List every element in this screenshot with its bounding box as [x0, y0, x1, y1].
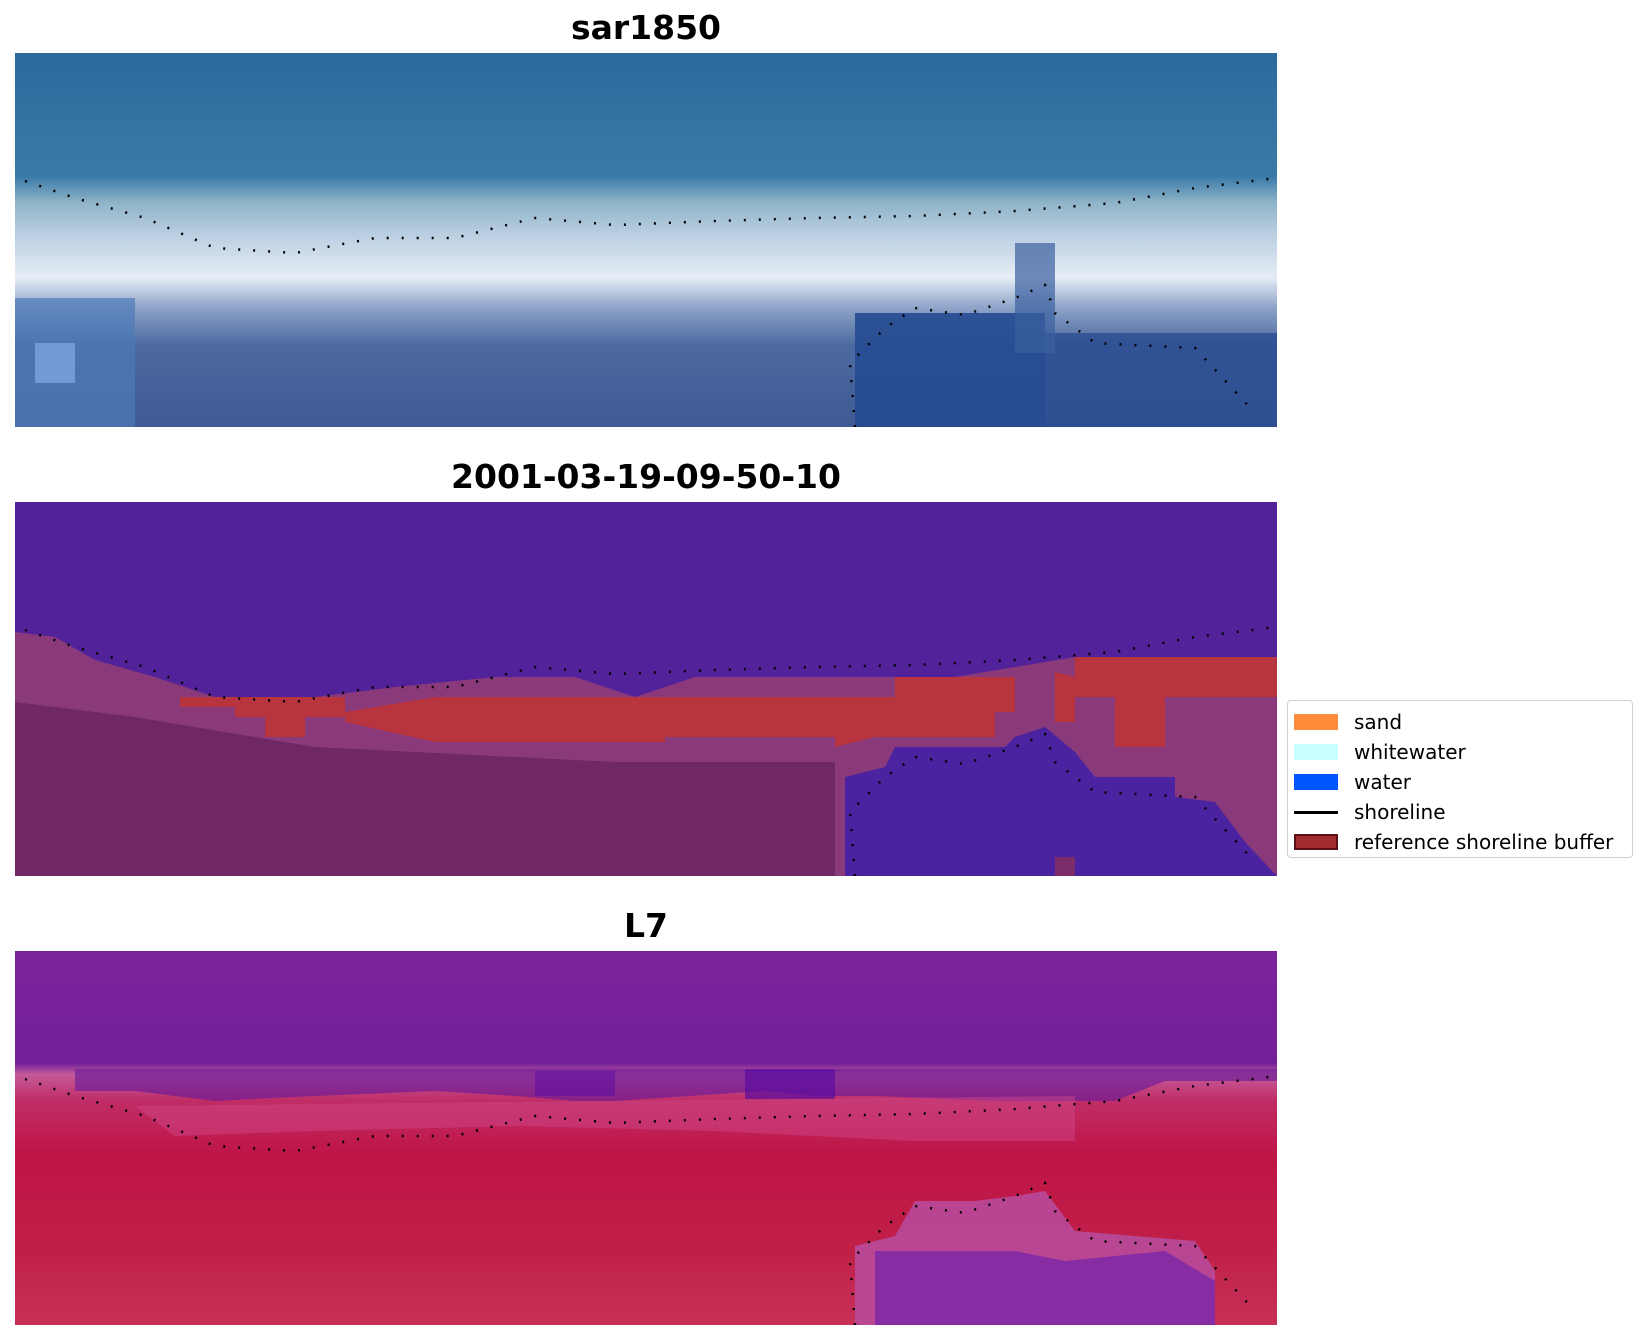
image-panel-sar1850 — [15, 53, 1277, 427]
false-color-image-canvas — [15, 951, 1277, 1325]
shoreline-line-swatch — [1294, 811, 1338, 814]
classified-image-canvas — [15, 502, 1277, 876]
image-panel-l7 — [15, 951, 1277, 1325]
legend: sand whitewater water shoreline referenc… — [1287, 700, 1633, 858]
water-swatch — [1294, 774, 1338, 790]
panel-title-sar1850: sar1850 — [570, 8, 722, 47]
legend-label-shoreline: shoreline — [1354, 800, 1446, 824]
panel-title-classified: 2001-03-19-09-50-10 — [451, 457, 841, 496]
legend-label-whitewater: whitewater — [1354, 740, 1466, 764]
legend-label-sand: sand — [1354, 710, 1403, 734]
sand-swatch — [1294, 714, 1338, 730]
legend-label-reference-buffer: reference shoreline buffer — [1354, 830, 1614, 854]
panel-title-l7: L7 — [624, 906, 668, 945]
reference-buffer-swatch — [1294, 834, 1338, 850]
rgb-image-canvas — [15, 53, 1277, 427]
legend-label-water: water — [1354, 770, 1411, 794]
image-panel-classified — [15, 502, 1277, 876]
whitewater-swatch — [1294, 744, 1338, 760]
